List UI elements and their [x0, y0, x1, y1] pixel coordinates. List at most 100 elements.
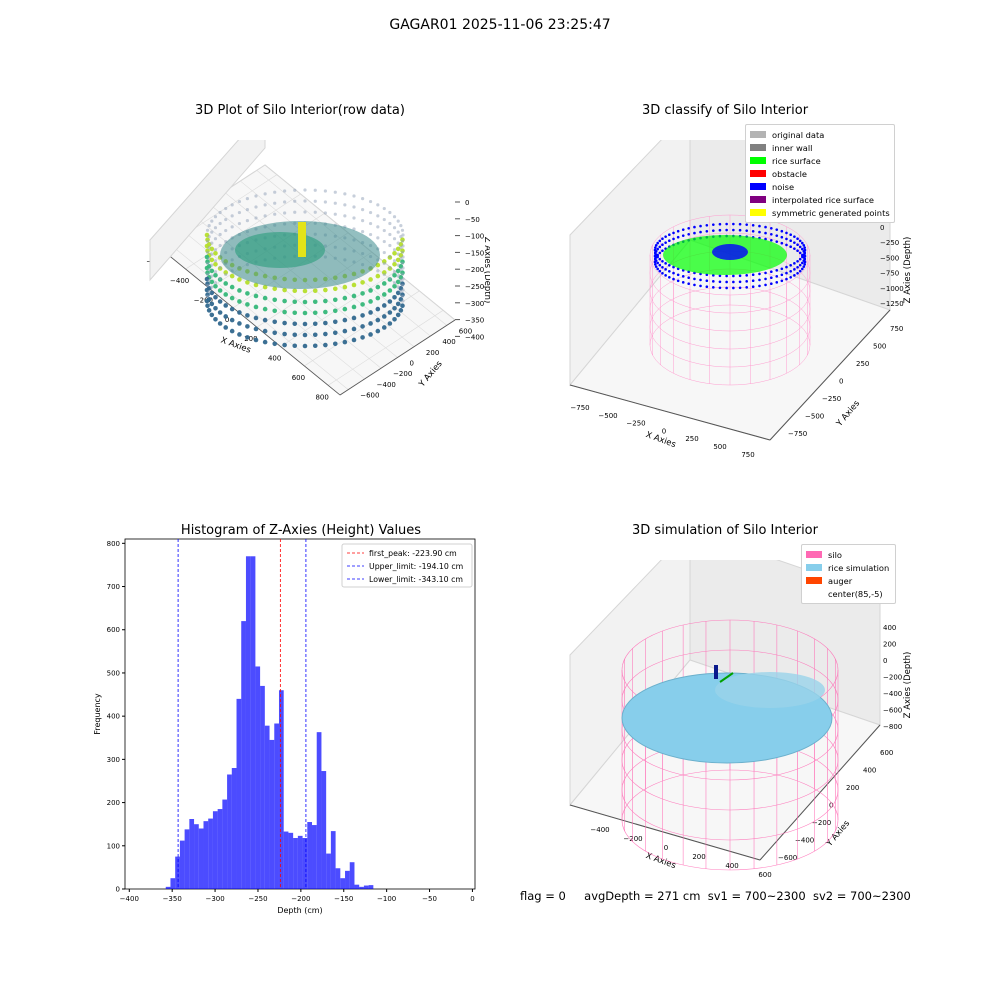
histogram-bar [269, 739, 275, 889]
raw-point [205, 283, 210, 287]
raw-point [210, 285, 214, 289]
classify-noise-point [672, 271, 675, 275]
histogram-bar [198, 828, 204, 889]
raw-3d-plot: −600−400−2000200400600800−600−400−200020… [146, 140, 490, 401]
simulation-xtick-label: −400 [590, 826, 609, 834]
raw-point [218, 243, 222, 248]
raw-point [360, 335, 365, 340]
classify-noise-point [738, 274, 742, 278]
simulation-rice-mound [715, 672, 825, 708]
raw-point [395, 312, 401, 318]
legend-entry: interpolated rice surface [750, 193, 890, 206]
raw-point [262, 317, 268, 323]
classify-noise-point [751, 285, 755, 289]
classify-noise-point [793, 241, 796, 244]
raw-point [382, 250, 386, 255]
classify-noise-point [758, 272, 761, 276]
classify-noise-point [764, 231, 767, 235]
raw-point [230, 203, 234, 207]
raw-point [302, 299, 308, 305]
raw-point [376, 236, 380, 240]
histogram-bar [217, 809, 223, 889]
legend-entry: inner wall [750, 141, 890, 154]
raw-point [262, 306, 268, 312]
raw-xtick-label: 600 [292, 374, 305, 382]
classify-noise-point [712, 286, 715, 289]
histogram-bar [321, 771, 327, 889]
classify-ztick-label: −750 [880, 270, 899, 278]
classify-noise-cluster [712, 244, 748, 260]
raw-point [368, 210, 373, 215]
legend-entry: silo [806, 548, 891, 561]
raw-point [282, 309, 287, 315]
raw-point [392, 226, 397, 230]
raw-point [375, 328, 381, 334]
histogram-bar [212, 811, 218, 889]
classify-noise-point [745, 286, 748, 289]
classify-noise-point [798, 263, 802, 267]
raw-point [205, 228, 210, 232]
histogram-ytick-label: 600 [107, 626, 120, 634]
histogram-bar [359, 886, 364, 889]
classify-noise-point [775, 240, 779, 243]
raw-point [375, 273, 381, 279]
classify-noise-point [785, 231, 788, 235]
raw-point [254, 194, 258, 198]
raw-point [351, 282, 357, 288]
raw-point [312, 332, 318, 338]
raw-point [207, 279, 211, 283]
raw-point [229, 284, 235, 290]
raw-point [387, 288, 393, 293]
raw-point [207, 224, 211, 228]
histogram-legend-box [341, 543, 473, 588]
classify-noise-point [658, 245, 662, 249]
classify-noise-point [699, 278, 702, 282]
classify-noise-point [705, 285, 709, 289]
classify-noise-point [789, 245, 792, 249]
classify-x-axis [569, 384, 771, 441]
histogram-bar [236, 698, 242, 889]
raw-point [368, 288, 373, 293]
histogram-bar [368, 885, 374, 889]
histogram-bar [260, 685, 265, 889]
histogram-bar [189, 819, 195, 889]
classify-ytick-label: 750 [890, 325, 903, 333]
raw-point [293, 210, 297, 214]
classify-noise-point [718, 274, 722, 278]
raw-point [398, 308, 404, 313]
classify-ztick-label: −500 [880, 254, 899, 262]
histogram-legend-label: Lower_limit: -343.10 cm [369, 575, 463, 584]
raw-point [218, 221, 222, 226]
raw-x-axis [149, 239, 341, 396]
classify-noise-point [653, 260, 657, 264]
raw-ztick-label: −300 [465, 300, 484, 308]
classify-noise-point [751, 223, 755, 227]
classify-noise-point [725, 274, 728, 278]
classify-ztick-label: −1000 [880, 285, 904, 293]
raw-point [302, 343, 308, 349]
histogram-xtick-label: −100 [377, 895, 396, 903]
raw-point [343, 203, 347, 207]
raw-point [205, 303, 210, 309]
simulation-legend: silo rice simulation auger center(85,-5) [801, 544, 896, 604]
classify-ytick-label: −250 [822, 395, 841, 403]
classify-noise-point [793, 268, 796, 271]
classify-noise-point [656, 267, 660, 271]
raw-point [396, 230, 400, 234]
classify-noise-point [785, 277, 788, 281]
raw-point [207, 290, 211, 294]
classify-noise-point [656, 247, 660, 251]
classify-noise-point [780, 229, 784, 233]
classify-noise-point [745, 274, 748, 277]
classify-noise-point [764, 283, 767, 287]
legend-entry: original data [750, 128, 890, 141]
raw-point [375, 317, 381, 323]
raw-point [361, 218, 365, 223]
raw-point [254, 205, 258, 209]
raw-point [360, 324, 365, 329]
simulation-plot-title: 3D simulation of Silo Interior [632, 523, 818, 538]
legend-swatch [750, 196, 766, 203]
classify-noise-point [775, 281, 779, 284]
simulation-ytick-label: −400 [795, 837, 814, 845]
raw-point [292, 343, 298, 349]
